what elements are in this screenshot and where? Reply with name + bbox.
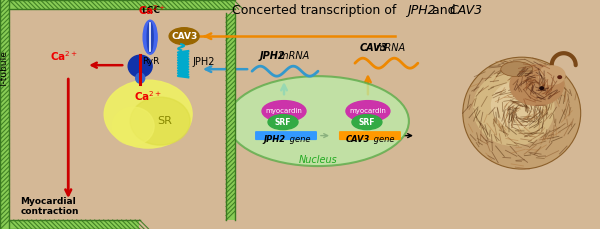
Text: and: and [428,4,460,17]
Ellipse shape [538,65,566,85]
Text: Nucleus: Nucleus [299,155,337,165]
Ellipse shape [130,97,190,145]
Text: RyR: RyR [142,57,160,66]
Ellipse shape [143,20,157,54]
Ellipse shape [346,101,390,122]
Text: JPH2: JPH2 [192,57,215,67]
Text: Myocardial: Myocardial [20,197,76,206]
Ellipse shape [112,107,154,145]
Ellipse shape [352,115,382,130]
Text: JPH2: JPH2 [407,4,436,17]
Text: JPH2: JPH2 [264,135,286,144]
Text: CAV3: CAV3 [450,4,483,17]
Ellipse shape [128,55,152,77]
Text: mRNA: mRNA [276,51,309,61]
Text: Ca$^{2+}$: Ca$^{2+}$ [138,3,166,17]
Text: SR: SR [158,116,173,126]
Ellipse shape [147,22,153,52]
Text: gene: gene [287,135,311,144]
Bar [1,0,10,229]
Ellipse shape [539,86,544,90]
Text: CAV3: CAV3 [346,135,370,144]
Ellipse shape [557,75,562,79]
Text: contraction: contraction [20,207,79,216]
Ellipse shape [104,80,192,148]
Ellipse shape [262,101,306,122]
Bar [10,220,139,229]
Ellipse shape [473,70,555,146]
Text: Ca$^{2+}$: Ca$^{2+}$ [50,49,79,63]
Bar [10,0,235,9]
Text: SRF: SRF [275,118,291,127]
Ellipse shape [169,28,199,45]
Text: mRNA: mRNA [376,43,406,53]
FancyBboxPatch shape [339,131,401,140]
Ellipse shape [227,76,409,166]
Ellipse shape [463,57,581,169]
Ellipse shape [501,62,533,77]
Ellipse shape [136,73,145,83]
Text: CAV3: CAV3 [360,43,388,53]
Text: gene: gene [371,135,394,144]
Text: myocardin: myocardin [266,108,302,114]
Ellipse shape [268,115,298,130]
Ellipse shape [491,81,543,129]
Bar [226,14,235,220]
Text: Concerted transcription of: Concerted transcription of [232,4,400,17]
Text: LCC: LCC [140,6,160,15]
Text: T-tubule: T-tubule [0,51,9,88]
Text: Ca$^{2+}$: Ca$^{2+}$ [134,89,162,103]
Text: JPH2: JPH2 [260,51,286,61]
FancyBboxPatch shape [255,131,317,140]
Text: SRF: SRF [359,118,375,127]
Text: CAV3: CAV3 [171,32,197,41]
Text: myocardin: myocardin [349,108,386,114]
Ellipse shape [509,64,564,106]
